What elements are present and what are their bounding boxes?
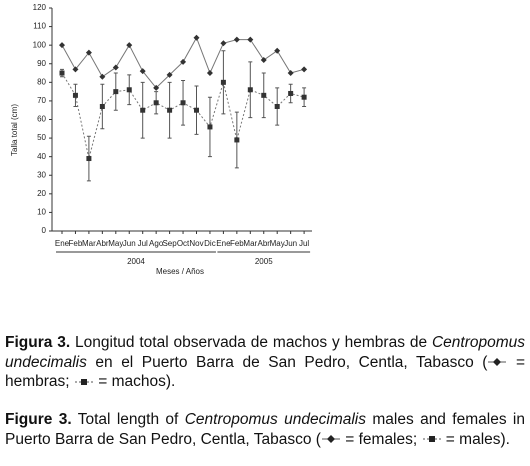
y-tick-label: 60	[37, 115, 46, 124]
point	[207, 124, 213, 130]
point	[274, 103, 280, 109]
point	[72, 92, 78, 98]
y-axis-label: Talla total (cm)	[10, 104, 19, 156]
group-label: 2005	[255, 257, 273, 266]
species: Centropomus undecimalis	[184, 411, 366, 428]
point	[287, 70, 294, 77]
y-tick-label: 50	[37, 133, 46, 142]
x-tick-label: Dic	[204, 239, 216, 248]
caption-en: Figure 3. Total length of Centropomus un…	[5, 410, 525, 449]
point	[260, 57, 267, 64]
caption-text: = females;	[340, 430, 422, 448]
legend-marker	[74, 378, 93, 385]
point	[112, 64, 119, 71]
caption-label: Figure 3.	[5, 411, 72, 428]
species: Centropomus undecimalis	[5, 334, 525, 371]
caption-text: Total length of	[71, 411, 185, 428]
y-tick-label: 90	[37, 59, 46, 68]
point	[288, 90, 294, 96]
caption-text: = machos).	[93, 373, 176, 390]
point	[139, 68, 146, 75]
point	[301, 94, 307, 100]
x-tick-label: Mar	[82, 239, 96, 248]
x-tick-label: May	[108, 239, 123, 248]
y-tick-label: 110	[33, 22, 46, 31]
point	[301, 66, 308, 73]
point	[126, 87, 132, 93]
x-tick-label: Ene	[216, 239, 231, 248]
point	[220, 40, 227, 47]
caption-es: Figura 3. Longitud total observada de ma…	[5, 333, 525, 392]
point	[113, 89, 119, 95]
y-tick-label: 120	[33, 3, 47, 12]
x-tick-label: Jul	[299, 239, 309, 248]
point	[59, 70, 65, 76]
legend-marker	[422, 436, 441, 443]
point	[234, 137, 240, 143]
point	[220, 79, 226, 85]
x-tick-label: Ago	[149, 239, 164, 248]
x-tick-label: Jun	[284, 239, 297, 248]
y-tick-label: 10	[37, 208, 46, 217]
x-axis-label: Meses / Años	[156, 267, 204, 276]
caption-text: = males).	[441, 430, 510, 448]
point	[167, 107, 173, 113]
point	[261, 92, 267, 98]
point	[99, 73, 106, 80]
point	[180, 100, 186, 106]
point	[233, 36, 240, 43]
point	[153, 100, 159, 106]
point	[86, 156, 92, 162]
x-tick-label: Feb	[230, 239, 244, 248]
caption-text: males and females in Puerto Barra de San…	[5, 411, 525, 448]
x-tick-label: Mar	[243, 239, 257, 248]
point	[206, 70, 213, 77]
y-tick-label: 20	[37, 189, 46, 198]
legend-marker	[321, 435, 340, 444]
x-tick-label: Abr	[258, 239, 271, 248]
caption-text: Longitud total observada de machos y hem…	[70, 334, 432, 351]
x-tick-label: Jun	[123, 239, 136, 248]
x-tick-label: Feb	[69, 239, 83, 248]
x-tick-label: Abr	[96, 239, 109, 248]
y-tick-label: 0	[42, 226, 47, 235]
point	[153, 84, 160, 91]
point	[99, 103, 105, 109]
point	[180, 58, 187, 65]
y-tick-label: 100	[33, 40, 47, 49]
point	[193, 34, 200, 41]
point	[72, 66, 79, 73]
point	[85, 49, 92, 56]
legend-marker	[488, 358, 507, 367]
point	[59, 42, 65, 49]
x-tick-label: Jul	[138, 239, 148, 248]
x-tick-label: Ene	[55, 239, 70, 248]
point	[247, 36, 254, 43]
point	[166, 71, 173, 78]
point	[194, 107, 199, 113]
x-tick-label: Oct	[177, 239, 190, 248]
point	[126, 42, 133, 49]
x-tick-label: Sep	[162, 239, 177, 248]
point	[247, 87, 253, 93]
y-tick-label: 30	[37, 170, 46, 179]
y-tick-label: 40	[37, 152, 46, 161]
point	[274, 47, 281, 54]
x-tick-label: May	[270, 239, 285, 248]
y-tick-label: 70	[37, 96, 46, 105]
group-label: 2004	[127, 257, 145, 266]
x-tick-label: Nov	[189, 239, 203, 248]
caption-text: en el Puerto Barra de San Pedro, Centla,…	[86, 353, 488, 371]
caption-text: = hembras;	[5, 353, 526, 391]
caption-label: Figura 3.	[5, 334, 71, 351]
chart: Talla total (cm) Meses / Años 0 10 20 30 40 5…	[10, 3, 312, 276]
point	[140, 107, 146, 113]
y-tick-label: 80	[37, 77, 46, 86]
